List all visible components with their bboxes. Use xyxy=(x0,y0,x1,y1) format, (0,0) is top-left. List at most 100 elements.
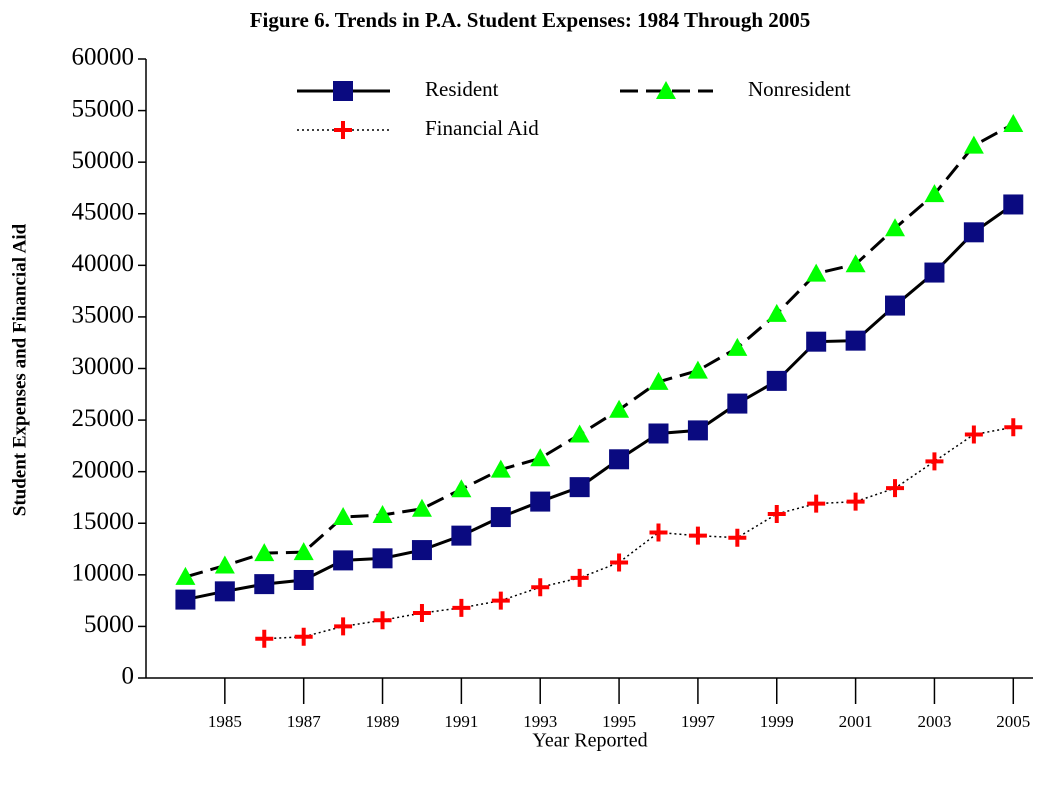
x-tick-label: 2005 xyxy=(996,712,1030,731)
x-tick-label: 1999 xyxy=(760,712,794,731)
x-tick-label: 1993 xyxy=(523,712,557,731)
marker xyxy=(846,492,865,511)
marker xyxy=(1003,194,1024,215)
marker xyxy=(333,550,354,571)
marker xyxy=(175,566,196,585)
marker xyxy=(294,627,313,646)
marker xyxy=(963,222,984,243)
series-line xyxy=(185,203,1015,602)
marker xyxy=(727,337,748,356)
marker xyxy=(649,523,668,542)
marker xyxy=(964,425,983,444)
marker xyxy=(806,263,827,282)
marker xyxy=(648,423,669,444)
y-axis-label: Student Expenses and Financial Aid xyxy=(9,223,30,516)
marker xyxy=(373,611,392,630)
legend-label: Resident xyxy=(425,77,499,101)
marker xyxy=(530,491,551,512)
y-tick-label: 10000 xyxy=(72,560,135,587)
marker xyxy=(609,399,630,418)
y-tick-label: 50000 xyxy=(72,147,135,174)
marker xyxy=(687,360,708,379)
y-tick-label: 5000 xyxy=(84,611,134,638)
marker xyxy=(885,218,906,237)
marker xyxy=(845,330,866,351)
x-tick-label: 1995 xyxy=(602,712,636,731)
marker xyxy=(490,459,511,478)
chart-title: Figure 6. Trends in P.A. Student Expense… xyxy=(250,8,811,32)
y-tick-label: 30000 xyxy=(72,353,135,380)
marker xyxy=(372,548,393,569)
marker xyxy=(1003,113,1024,132)
marker xyxy=(766,370,787,391)
x-tick-label: 1991 xyxy=(444,712,478,731)
marker xyxy=(924,262,945,283)
x-tick-label: 2001 xyxy=(839,712,873,731)
marker xyxy=(807,494,826,513)
y-tick-label: 25000 xyxy=(72,405,135,432)
marker xyxy=(293,569,314,590)
y-tick-label: 15000 xyxy=(72,508,135,535)
x-tick-label: 1985 xyxy=(208,712,242,731)
marker xyxy=(334,617,353,636)
x-tick-label: 2003 xyxy=(917,712,951,731)
marker xyxy=(451,479,472,498)
marker xyxy=(925,452,944,471)
y-tick-label: 45000 xyxy=(72,198,135,225)
marker xyxy=(214,555,235,574)
legend-marker xyxy=(333,81,353,101)
series-line xyxy=(185,122,1015,579)
marker xyxy=(648,371,669,390)
marker xyxy=(255,629,274,648)
marker xyxy=(885,295,906,316)
y-tick-label: 0 xyxy=(122,663,135,690)
marker xyxy=(728,528,747,547)
marker xyxy=(688,526,707,545)
legend-marker xyxy=(334,121,352,139)
x-tick-label: 1987 xyxy=(287,712,322,731)
marker xyxy=(569,477,590,498)
marker xyxy=(963,135,984,154)
marker xyxy=(569,424,590,443)
x-tick-label: 1989 xyxy=(366,712,400,731)
marker xyxy=(412,604,431,623)
marker xyxy=(531,578,550,597)
y-tick-label: 40000 xyxy=(72,250,135,277)
marker xyxy=(886,479,905,498)
y-tick-label: 20000 xyxy=(72,456,135,483)
marker xyxy=(175,589,196,610)
series-line xyxy=(264,426,1014,640)
marker xyxy=(372,504,393,523)
marker xyxy=(609,449,630,470)
marker xyxy=(254,574,275,595)
x-axis-label: Year Reported xyxy=(532,730,647,752)
marker xyxy=(491,591,510,610)
legend-label: Nonresident xyxy=(748,77,851,101)
marker xyxy=(806,331,827,352)
marker xyxy=(452,598,471,617)
y-tick-label: 60000 xyxy=(72,44,135,71)
marker xyxy=(214,581,235,602)
y-tick-label: 35000 xyxy=(72,302,135,329)
marker xyxy=(411,540,432,561)
marker xyxy=(845,254,866,273)
marker xyxy=(766,303,787,322)
marker xyxy=(451,525,472,546)
marker xyxy=(254,543,275,562)
marker xyxy=(530,448,551,467)
marker xyxy=(411,498,432,517)
marker xyxy=(293,542,314,561)
marker xyxy=(333,507,354,526)
marker xyxy=(1004,418,1023,437)
y-tick-label: 55000 xyxy=(72,95,135,122)
marker xyxy=(924,184,945,203)
legend-marker xyxy=(656,81,676,99)
marker xyxy=(687,420,708,441)
marker xyxy=(490,507,511,528)
marker xyxy=(767,504,786,523)
marker xyxy=(610,553,629,572)
marker xyxy=(570,568,589,587)
legend-label: Financial Aid xyxy=(425,116,539,140)
marker xyxy=(727,393,748,414)
